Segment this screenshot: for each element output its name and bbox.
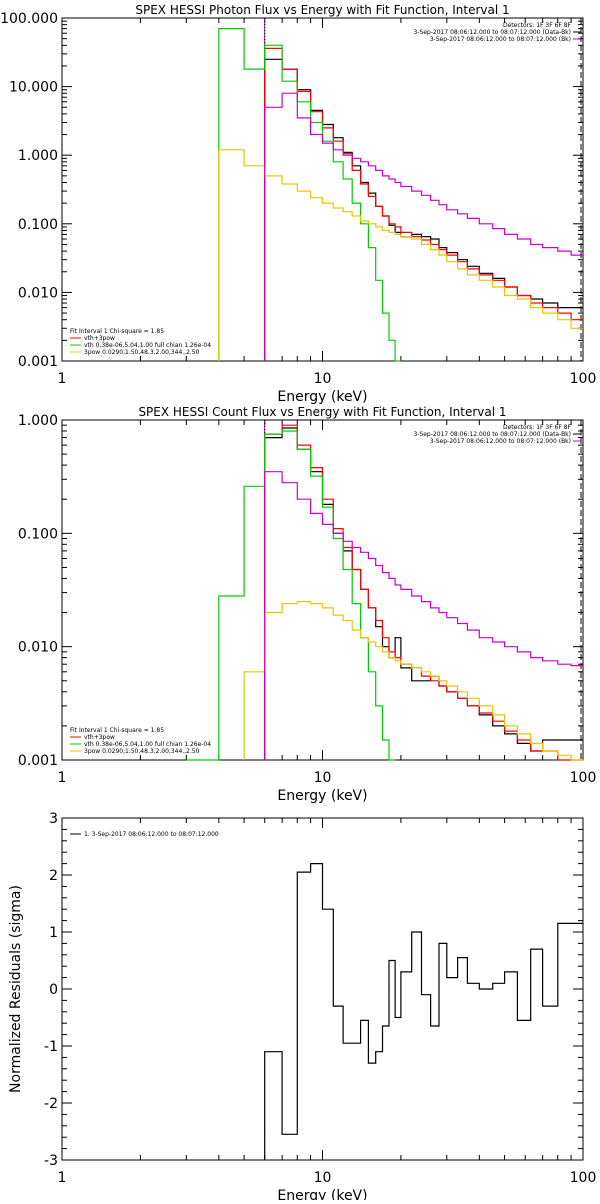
legend-left-entry: vth 0.38e-06,5.04,1.00 full chian 1.26e-…: [84, 741, 211, 748]
photon-flux-panel: 1 10 100 0.001 0.010 0.100 1.000 10.000 100.000 S…: [0, 3, 596, 405]
y-tick-label: 3: [49, 811, 58, 827]
x-tick-label: 100: [570, 770, 597, 786]
x-axis-label: Energy (keV): [277, 1188, 367, 1200]
y-tick-label: 0.001: [18, 354, 58, 370]
y-tick-label: 0.100: [18, 526, 58, 542]
count-flux-panel: 1 10 100 0.001 0.010 0.100 1.000 SPEX HESSI Cou…: [18, 405, 596, 804]
y-tick-label: 0.100: [18, 217, 58, 233]
chart-title: SPEX HESSI Count Flux vs Energy with Fit…: [138, 405, 506, 419]
x-tick-label: 10: [314, 1170, 332, 1186]
series-line-thermal: [218, 28, 401, 362]
y-tick-label: -2: [44, 1096, 58, 1112]
series-line-background: [264, 471, 583, 760]
legend-right-entry: 3-Sep-2017 08:06:12.000 to 08:07:12.000 …: [430, 438, 571, 445]
legend-right-entry: 3-Sep-2017 08:06:12.000 to 08:07:12.000 …: [413, 431, 571, 438]
y-tick-label: -3: [44, 1153, 58, 1169]
legend-left-entry: vth+3pow: [84, 734, 115, 741]
x-tick-label: 100: [570, 1170, 597, 1186]
y-tick-label: -1: [44, 1039, 58, 1055]
x-axis-label: Energy (keV): [277, 788, 367, 804]
legend-left-entry: 3pow 0.0290,1.50,48.3,2.00,344.,2.50: [84, 349, 200, 356]
legend-right-entry: Detectors: 1F 3F 6F 8F: [503, 22, 572, 29]
x-tick-label: 1: [58, 371, 67, 387]
series-line-powerlaw: [243, 601, 583, 761]
x-tick-label: 1: [58, 1170, 67, 1186]
legend-right-entry: Detectors: 1F 3F 6F 8F: [503, 424, 572, 431]
series-line-total: [264, 47, 583, 361]
y-tick-label: 0.010: [18, 640, 58, 656]
series-line-background: [264, 92, 583, 361]
legend-left-entry: Fit Interval 1 Chi-square = 1.85: [70, 328, 164, 335]
y-tick-label: 100.000: [0, 11, 58, 27]
x-tick-label: 10: [314, 770, 332, 786]
legend-left-entry: 1. 3-Sep-2017 08:06:12.000 to 08:07:12.0…: [84, 831, 219, 838]
y-tick-label: 10.000: [9, 80, 58, 96]
legend-right-entry: 3-Sep-2017 08:06:12.000 to 08:07:12.000 …: [430, 36, 571, 43]
y-tick-label: 1.000: [18, 413, 58, 429]
legend-left-entry: vth+3pow: [84, 335, 115, 342]
y-tick-label: 0.010: [18, 285, 58, 301]
y-tick-label: 1.000: [18, 148, 58, 164]
y-tick-label: 2: [49, 868, 58, 884]
x-tick-label: 10: [314, 371, 332, 387]
y-axis-label: Normalized Residuals (sigma): [8, 885, 24, 1093]
legend-right-entry: 3-Sep-2017 08:06:12.000 to 08:07:12.000 …: [413, 29, 571, 36]
legend-left-entry: vth 0.38e-06,5.04,1.00 full chian 1.26e-…: [84, 342, 211, 349]
legend-left-entry: Fit Interval 1 Chi-square = 1.85: [70, 727, 164, 734]
x-axis-label: Energy (keV): [277, 389, 367, 405]
legend-left-entry: 3pow 0.0290,1.50,48.3,2.00,344.,2.50: [84, 748, 200, 755]
y-tick-label: 0.001: [18, 753, 58, 769]
series-line-powerlaw: [218, 149, 583, 361]
chart-title: SPEX HESSI Photon Flux vs Energy with Fi…: [135, 3, 509, 17]
y-tick-label: 1: [49, 925, 58, 941]
x-tick-label: 1: [58, 770, 67, 786]
series-line-data: [264, 863, 583, 1160]
y-tick-label: 0: [49, 982, 58, 998]
x-tick-label: 100: [570, 371, 597, 387]
